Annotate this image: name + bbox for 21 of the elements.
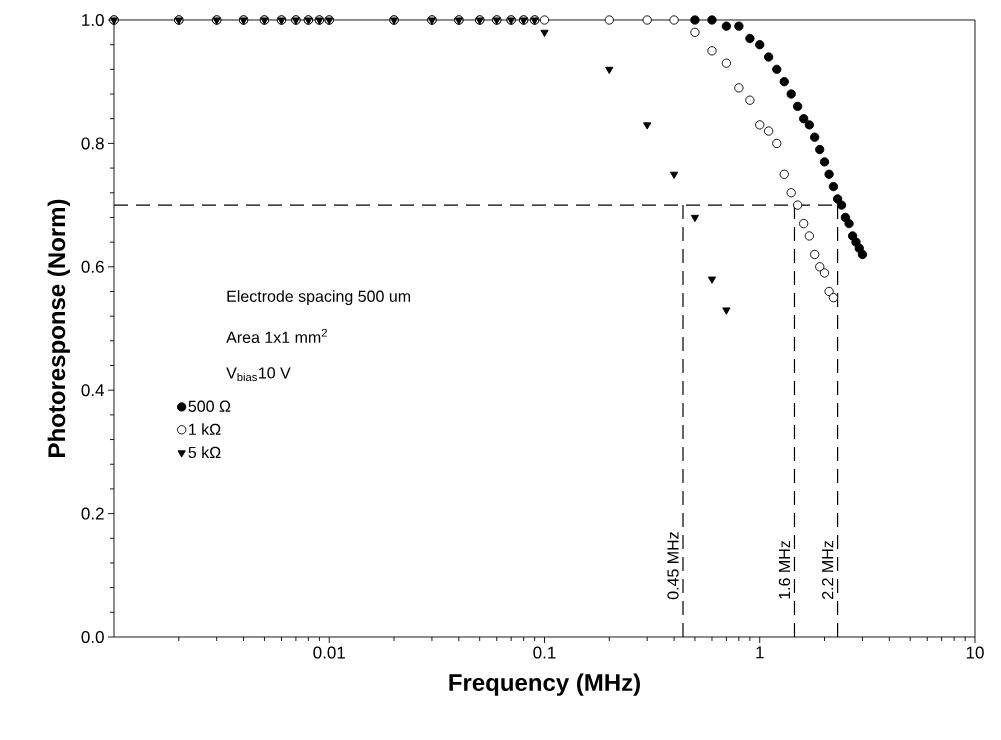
x-axis-title: Frequency (MHz) — [449, 673, 640, 696]
y-tick-label: 0.8 — [81, 137, 104, 150]
y-tick-label: 0.4 — [81, 384, 105, 397]
y-axis-title: Photoresponse (Norm) — [47, 199, 70, 457]
ref-line-label: 1.6 MHz — [778, 541, 791, 599]
ref-line-label: 0.45 MHz — [667, 532, 679, 600]
legend-label: 5 kΩ — [188, 446, 221, 459]
x-tick-label: 10 — [966, 646, 984, 659]
ref-line-label: 2.2 MHz — [822, 541, 834, 599]
annotation: V$_{bias}$10 V — [226, 367, 291, 382]
x-tick-label: 0.01 — [313, 646, 345, 659]
annotation: Area 1x1 mm$^{2}$ — [226, 328, 327, 344]
annotation: Electrode spacing 500 um — [227, 290, 411, 306]
x-tick-label: 1 — [756, 646, 764, 659]
y-tick-label: 0.6 — [81, 260, 104, 273]
y-tick-label: 0.2 — [81, 507, 104, 520]
y-tick-label: 0.0 — [81, 630, 104, 644]
legend-label: 500 Ω — [188, 400, 231, 412]
legend-label: 1 kΩ — [189, 423, 221, 435]
x-tick-label: 0.1 — [533, 646, 556, 659]
y-tick-label: 1.0 — [82, 13, 104, 27]
